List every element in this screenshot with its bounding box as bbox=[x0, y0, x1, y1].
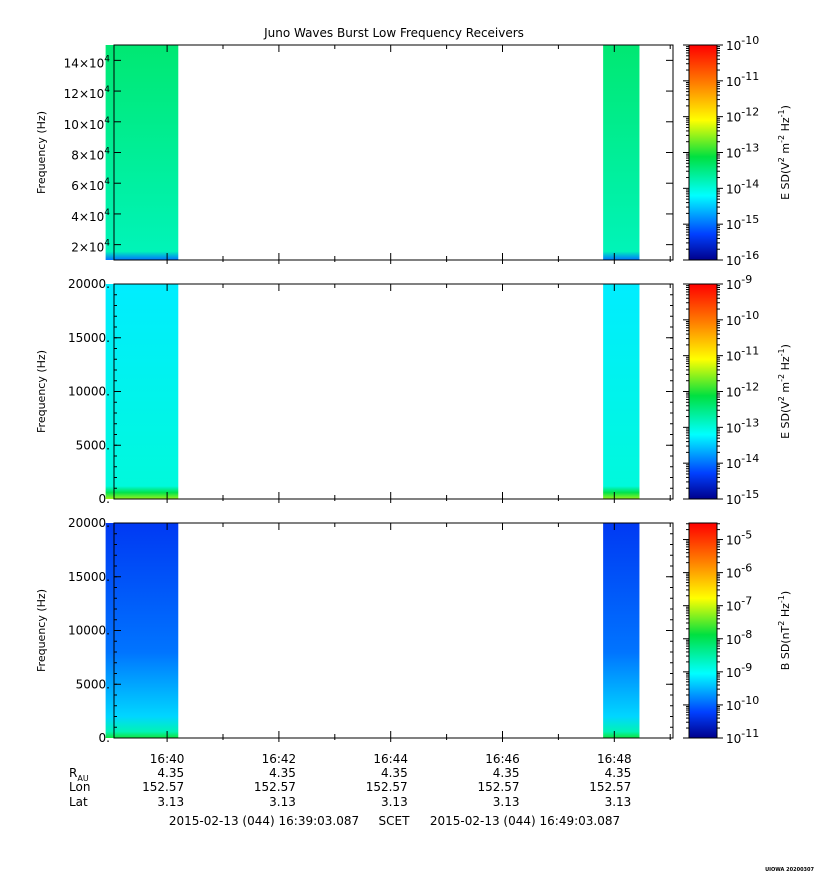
ephemeris-value: 3.13 bbox=[493, 795, 520, 809]
colorbar-frame bbox=[688, 522, 718, 739]
y-tick-label: 2×104 bbox=[71, 239, 110, 255]
burst-column-2 bbox=[603, 45, 640, 260]
colorbar-tick-label: 10-10 bbox=[726, 34, 759, 53]
colorbar-tick-label: 10-7 bbox=[726, 595, 752, 614]
y-tick-label: 15000. bbox=[68, 570, 110, 584]
colorbar-tick-label: 10-11 bbox=[726, 70, 759, 89]
ephemeris-label-0: RAU bbox=[69, 766, 89, 783]
ephemeris-value: 4.35 bbox=[269, 766, 296, 780]
time-range-start: 2015-02-13 (044) 16:39:03.087 bbox=[169, 814, 359, 828]
spectrogram-panel-1: 2×104 4×104 6×104 8×104 10×104 12×104 14×104 Fr… bbox=[35, 34, 792, 268]
colorbar-tick-label: 10-11 bbox=[726, 345, 759, 364]
ephemeris-table: 16:40 16:42 16:44 16:46 16:48 RAU 4.35 4.35 4.35… bbox=[69, 752, 632, 809]
y-tick-label: 6×104 bbox=[71, 177, 110, 193]
y-axis-label: Frequency (Hz) bbox=[35, 111, 48, 194]
x-tick-label: 16:46 bbox=[485, 752, 520, 766]
y-tick-label: 20000. bbox=[68, 277, 110, 291]
ephemeris-value: 152.57 bbox=[142, 780, 184, 794]
ephemeris-label-1: Lon bbox=[69, 780, 90, 794]
ephemeris-value: 4.35 bbox=[381, 766, 408, 780]
time-range-end: 2015-02-13 (044) 16:49:03.087 bbox=[430, 814, 620, 828]
spectrogram-panel-3: 0. 5000. 10000. 15000. 20000. Frequency (Hz) 1… bbox=[35, 516, 792, 746]
plot-frame bbox=[113, 44, 674, 261]
burst-column-2 bbox=[603, 523, 640, 738]
colorbar-tick-label: 10-12 bbox=[726, 381, 759, 400]
colorbar-tick-label: 10-9 bbox=[726, 273, 752, 292]
colorbar-tick-label: 10-14 bbox=[726, 452, 759, 471]
colorbar-tick-label: 10-6 bbox=[726, 562, 752, 581]
colorbar bbox=[689, 284, 717, 499]
y-axis-label: Frequency (Hz) bbox=[35, 589, 48, 672]
time-range-label: SCET bbox=[379, 814, 411, 828]
colorbar-tick-label: 10-15 bbox=[726, 213, 759, 232]
ephemeris-value: 3.13 bbox=[605, 795, 632, 809]
time-range-footer: 2015-02-13 (044) 16:39:03.087 SCET 2015-… bbox=[169, 814, 620, 828]
chart-title: Juno Waves Burst Low Frequency Receivers bbox=[263, 26, 524, 40]
y-tick-label: 12×104 bbox=[64, 85, 111, 101]
colorbar-tick-label: 10-13 bbox=[726, 416, 759, 435]
colorbar-tick-label: 10-16 bbox=[726, 249, 759, 268]
colorbar-tick-label: 10-10 bbox=[726, 309, 759, 328]
colorbar-tick-label: 10-14 bbox=[726, 177, 759, 196]
y-tick-label: 14×104 bbox=[64, 54, 111, 70]
colorbar-tick-label: 10-13 bbox=[726, 142, 759, 161]
ephemeris-value: 152.57 bbox=[589, 780, 631, 794]
y-tick-label: 10×104 bbox=[64, 116, 111, 132]
x-tick-label: 16:40 bbox=[150, 752, 185, 766]
plot-frame bbox=[113, 283, 674, 500]
plot-frame bbox=[113, 522, 674, 739]
ephemeris-value: 152.57 bbox=[366, 780, 408, 794]
colorbar-label: E SD(V2 m-2 Hz-1) bbox=[777, 105, 792, 200]
colorbar bbox=[689, 45, 717, 260]
y-tick-label: 15000. bbox=[68, 331, 110, 345]
colorbar bbox=[689, 523, 717, 738]
ephemeris-value: 152.57 bbox=[478, 780, 520, 794]
spectrogram-panels: 2×104 4×104 6×104 8×104 10×104 12×104 14×104 Fr… bbox=[35, 34, 792, 746]
x-tick-label: 16:44 bbox=[373, 752, 408, 766]
y-tick-label: 0. bbox=[99, 731, 110, 745]
y-tick-label: 5000. bbox=[76, 438, 110, 452]
production-stamp: UIOWA 20200307 bbox=[765, 867, 814, 873]
ephemeris-value: 152.57 bbox=[254, 780, 296, 794]
x-tick-label: 16:48 bbox=[597, 752, 632, 766]
ephemeris-value: 3.13 bbox=[269, 795, 296, 809]
y-tick-label: 10000. bbox=[68, 385, 110, 399]
colorbar-label: B SD(nT2 Hz-1) bbox=[777, 591, 792, 670]
ephemeris-value: 4.35 bbox=[605, 766, 632, 780]
ephemeris-label-2: Lat bbox=[69, 795, 88, 809]
colorbar-tick-label: 10-11 bbox=[726, 727, 759, 746]
spectrogram-panel-2: 0. 5000. 10000. 15000. 20000. Frequency (Hz) 1… bbox=[35, 273, 792, 507]
colorbar-tick-label: 10-8 bbox=[726, 628, 752, 647]
colorbar-tick-label: 10-12 bbox=[726, 106, 759, 125]
y-tick-label: 8×104 bbox=[71, 147, 110, 163]
y-tick-label: 5000. bbox=[76, 677, 110, 691]
y-axis-label: Frequency (Hz) bbox=[35, 350, 48, 433]
ephemeris-value: 3.13 bbox=[381, 795, 408, 809]
colorbar-tick-label: 10-15 bbox=[726, 488, 759, 507]
y-tick-label: 0. bbox=[99, 492, 110, 506]
y-tick-label: 20000. bbox=[68, 516, 110, 530]
y-tick-label: 4×104 bbox=[71, 208, 110, 224]
colorbar-tick-label: 10-10 bbox=[726, 694, 759, 713]
x-tick-label: 16:42 bbox=[262, 752, 297, 766]
ephemeris-value: 4.35 bbox=[493, 766, 520, 780]
ephemeris-value: 3.13 bbox=[157, 795, 184, 809]
burst-column-2 bbox=[603, 284, 640, 499]
colorbar-tick-label: 10-9 bbox=[726, 661, 752, 680]
ephemeris-value: 4.35 bbox=[157, 766, 184, 780]
colorbar-label: E SD(V2 m-2 Hz-1) bbox=[777, 344, 792, 439]
colorbar-tick-label: 10-5 bbox=[726, 529, 752, 548]
y-tick-label: 10000. bbox=[68, 624, 110, 638]
